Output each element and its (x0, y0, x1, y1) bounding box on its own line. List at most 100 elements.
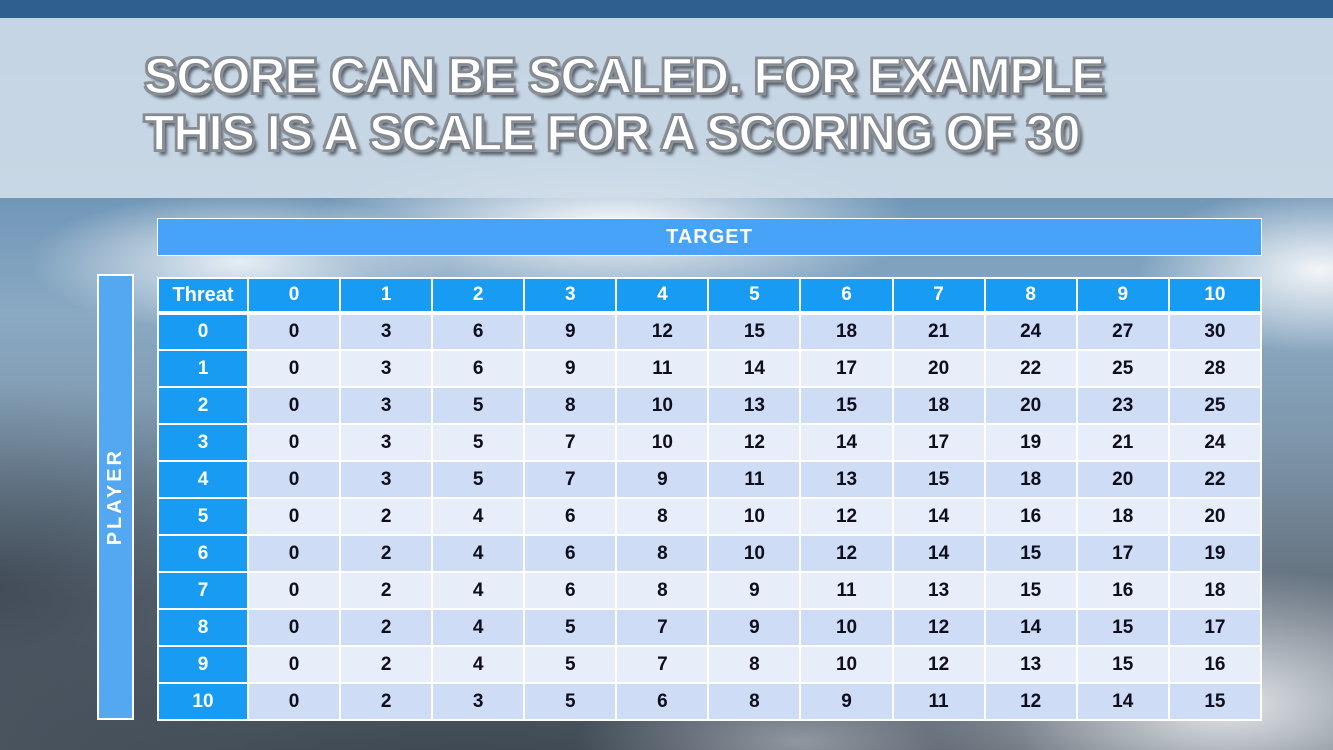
score-cell: 12 (615, 312, 710, 351)
score-cell: 14 (891, 534, 986, 573)
score-cell: 4 (431, 608, 526, 647)
top-strip (0, 0, 1333, 18)
score-cell: 19 (1167, 534, 1263, 573)
column-header: 5 (707, 277, 802, 315)
score-cell: 6 (431, 349, 526, 388)
score-cell: 12 (799, 497, 894, 536)
score-cell: 12 (891, 645, 986, 684)
score-cell: 4 (431, 534, 526, 573)
score-cell: 17 (799, 349, 894, 388)
score-cell: 24 (1167, 423, 1263, 462)
score-cell: 6 (431, 312, 526, 351)
score-cell: 10 (615, 386, 710, 425)
score-cell: 4 (431, 645, 526, 684)
score-cell: 3 (339, 349, 434, 388)
score-cell: 10 (707, 534, 802, 573)
score-cell: 8 (615, 571, 710, 610)
row-header: 4 (157, 460, 249, 499)
score-cell: 0 (246, 645, 342, 684)
slide-title-line-1: SCORE CAN BE SCALED. FOR EXAMPLE (143, 47, 1105, 105)
score-cell: 11 (615, 349, 710, 388)
target-axis-header: TARGET (157, 218, 1262, 256)
score-cell: 24 (983, 312, 1078, 351)
score-cell: 9 (799, 682, 894, 721)
score-cell: 9 (615, 460, 710, 499)
column-header: 0 (246, 277, 342, 315)
row-header: 10 (157, 682, 249, 721)
table-row: 7 0 2 4 6 8 9 11 13 15 16 18 (157, 571, 1263, 610)
table-body: 0 0 3 6 9 12 15 18 21 24 27 30 1 0 3 6 9 11 14 17 20 22 25 28 2 0… (157, 312, 1263, 721)
score-cell: 5 (523, 608, 618, 647)
row-header: 1 (157, 349, 249, 388)
score-cell: 22 (983, 349, 1078, 388)
table-row: 6 0 2 4 6 8 10 12 14 15 17 19 (157, 534, 1263, 573)
score-cell: 11 (707, 460, 802, 499)
score-cell: 15 (1075, 645, 1170, 684)
score-cell: 0 (246, 386, 342, 425)
score-cell: 18 (983, 460, 1078, 499)
table-row: 4 0 3 5 7 9 11 13 15 18 20 22 (157, 460, 1263, 499)
corner-header-threat: Threat (157, 277, 249, 315)
score-cell: 3 (339, 460, 434, 499)
score-cell: 11 (799, 571, 894, 610)
table-row: 5 0 2 4 6 8 10 12 14 16 18 20 (157, 497, 1263, 536)
score-cell: 8 (707, 682, 802, 721)
score-cell: 8 (615, 497, 710, 536)
table-row: 10 0 2 3 5 6 8 9 11 12 14 15 (157, 682, 1263, 721)
score-cell: 10 (615, 423, 710, 462)
score-cell: 5 (523, 645, 618, 684)
score-cell: 18 (891, 386, 986, 425)
score-cell: 6 (523, 534, 618, 573)
score-cell: 7 (523, 423, 618, 462)
player-axis-header: PLAYER (97, 274, 134, 720)
score-cell: 6 (615, 682, 710, 721)
score-cell: 19 (983, 423, 1078, 462)
score-cell: 3 (339, 386, 434, 425)
score-cell: 28 (1167, 349, 1263, 388)
column-header: 1 (339, 277, 434, 315)
score-cell: 11 (891, 682, 986, 721)
score-cell: 14 (1075, 682, 1170, 721)
score-cell: 0 (246, 682, 342, 721)
score-cell: 25 (1167, 386, 1263, 425)
score-cell: 17 (1075, 534, 1170, 573)
score-cell: 0 (246, 460, 342, 499)
score-cell: 17 (1167, 608, 1263, 647)
column-header: 6 (799, 277, 894, 315)
score-cell: 13 (983, 645, 1078, 684)
column-header: 8 (983, 277, 1078, 315)
row-header: 8 (157, 608, 249, 647)
score-cell: 18 (1075, 497, 1170, 536)
score-cell: 7 (615, 645, 710, 684)
table-header: Threat 0 1 2 3 4 5 6 7 8 9 10 (157, 277, 1263, 315)
score-cell: 13 (799, 460, 894, 499)
score-cell: 14 (707, 349, 802, 388)
score-cell: 20 (1075, 460, 1170, 499)
score-cell: 9 (707, 571, 802, 610)
row-header: 2 (157, 386, 249, 425)
score-cell: 15 (983, 534, 1078, 573)
row-header: 5 (157, 497, 249, 536)
score-cell: 16 (1167, 645, 1263, 684)
score-cell: 20 (983, 386, 1078, 425)
score-cell: 5 (431, 386, 526, 425)
score-cell: 27 (1075, 312, 1170, 351)
score-cell: 0 (246, 571, 342, 610)
score-cell: 12 (707, 423, 802, 462)
score-cell: 0 (246, 497, 342, 536)
score-cell: 0 (246, 608, 342, 647)
score-cell: 5 (431, 460, 526, 499)
score-cell: 10 (707, 497, 802, 536)
score-cell: 23 (1075, 386, 1170, 425)
score-cell: 12 (891, 608, 986, 647)
table-row: 2 0 3 5 8 10 13 15 18 20 23 25 (157, 386, 1263, 425)
column-header: 10 (1167, 277, 1263, 315)
score-cell: 2 (339, 571, 434, 610)
score-cell: 6 (523, 497, 618, 536)
score-cell: 0 (246, 534, 342, 573)
row-header: 0 (157, 312, 249, 351)
score-cell: 9 (523, 312, 618, 351)
score-cell: 9 (523, 349, 618, 388)
table-row: 3 0 3 5 7 10 12 14 17 19 21 24 (157, 423, 1263, 462)
